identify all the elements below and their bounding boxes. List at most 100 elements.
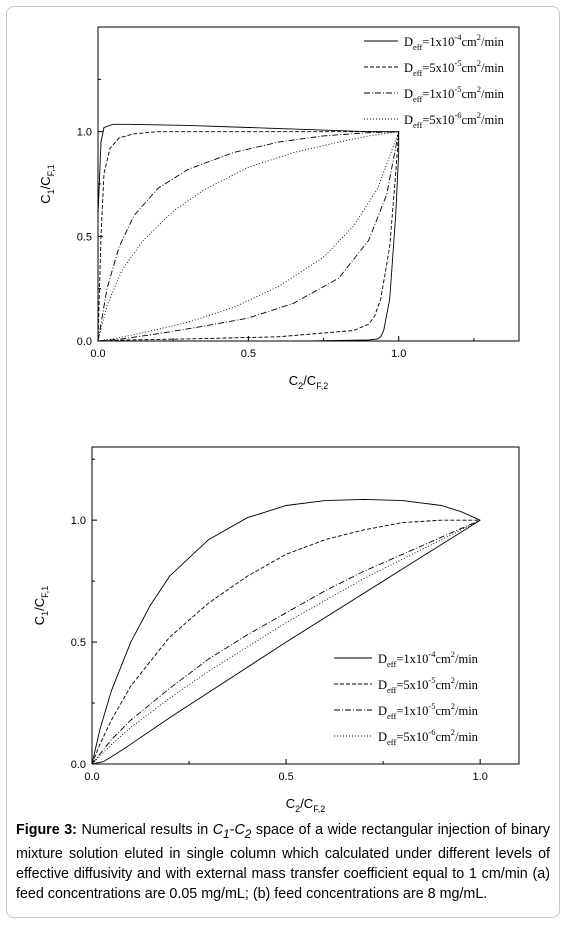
- chart-a-legend-label: Deff=1x10-4cm2/min: [404, 32, 505, 52]
- chart-a-legend-exp: -4: [454, 32, 462, 42]
- chart-a-xtick-label: 0.0: [90, 348, 105, 360]
- chart-b-legend-sub: eff: [387, 737, 396, 747]
- chart-a-legend-sub: eff: [413, 42, 422, 52]
- chart-a-ytick-label: 0.0: [77, 336, 92, 348]
- chart-a-series-dotted: [97, 131, 400, 342]
- chart-a: 0.0 0.5 1.00.00.51.0C2/CF,2C1/CF,1Deff=1x1…: [38, 26, 520, 391]
- chart-b-xlabel-s1: 2: [295, 804, 300, 814]
- chart-b-legend-uexp: 2: [451, 701, 455, 711]
- chart-b-legend-sub: eff: [387, 711, 396, 721]
- chart-b-legend-tail: /min: [455, 730, 479, 744]
- chart-b-ylabel: C1/CF,1: [32, 586, 50, 625]
- chart-a-plot-frame: [97, 26, 520, 342]
- chart-b-legend-tail: /min: [455, 678, 479, 692]
- chart-a-ylabel-c: C: [38, 194, 53, 203]
- chart-a-ylabel-slash: /C: [38, 176, 53, 189]
- chart-a-xlabel: C2/CF,2: [289, 373, 328, 391]
- caption-c2: C: [234, 822, 245, 838]
- chart-a-legend-tail: /min: [481, 113, 505, 127]
- chart-a-legend-tail: /min: [481, 87, 505, 101]
- chart-a-xlabel-s1: 2: [298, 381, 303, 391]
- chart-a-legend-d: D: [404, 113, 413, 127]
- chart-a-legend-sub: eff: [413, 94, 422, 104]
- chart-a-legend-uexp: 2: [477, 84, 481, 94]
- chart-a-legend-eq: =5x10: [422, 113, 454, 127]
- caption-dash: -: [229, 822, 235, 838]
- chart-a-legend-exp: -5: [454, 58, 461, 68]
- chart-b-xlabel-s2: F,2: [313, 804, 325, 814]
- chart-b-legend-uexp: 2: [451, 675, 455, 685]
- chart-b-xlabel-c: C: [286, 796, 295, 811]
- chart-a-legend-d: D: [404, 35, 413, 49]
- chart-a-legend: Deff=1x10-4cm2/minDeff=5x10-5cm2/minDeff…: [364, 32, 505, 130]
- chart-b-xlabel-slash: /C: [300, 796, 313, 811]
- chart-a-legend-eq: =5x10: [422, 61, 454, 75]
- chart-a-series-dashed: [97, 131, 400, 342]
- chart-b-legend-exp: -5: [428, 701, 435, 711]
- chart-b-legend-sub: eff: [387, 685, 396, 695]
- chart-b-legend-eq: =1x10: [396, 704, 428, 718]
- chart-b-series-dashed: [91, 519, 481, 765]
- chart-a-legend-sub: eff: [413, 68, 422, 78]
- chart-b: 0.0 0.5 1.00.00.51.0C2/CF,2C1/CF,1Deff=1x1…: [32, 446, 520, 814]
- chart-b-series-solid-lower: [91, 519, 481, 765]
- chart-b-legend-exp: -6: [428, 727, 435, 737]
- chart-a-legend-eq: =1x10: [422, 35, 454, 49]
- chart-a-legend-tail: /min: [481, 35, 505, 49]
- caption-s1: 1: [223, 826, 230, 841]
- chart-b-ylabel-s1: 1: [40, 611, 50, 616]
- chart-b-legend-d: D: [378, 678, 387, 692]
- chart-b-ytick-label: 0.0: [71, 759, 86, 771]
- chart-b-legend-sub: eff: [387, 659, 396, 669]
- chart-a-ylabel-s2: F,1: [46, 164, 56, 176]
- chart-b-legend-eq: =5x10: [396, 730, 428, 744]
- chart-a-legend-exp: -6: [454, 110, 461, 120]
- chart-a-legend-eq: =1x10: [422, 87, 454, 101]
- caption-s2: 2: [244, 826, 252, 841]
- chart-b-series-solid: [91, 498, 481, 765]
- chart-b-ytick-label: 0.5: [71, 637, 86, 649]
- chart-b-legend-exp: -4: [428, 649, 436, 659]
- caption-text-1: Numerical results in: [76, 822, 213, 838]
- chart-a-legend-unit: cm: [461, 113, 477, 127]
- chart-b-series-dashdot: [91, 519, 481, 765]
- chart-a-legend-uexp: 2: [477, 110, 481, 120]
- chart-a-series-solid: [97, 123, 400, 342]
- chart-a-legend-d: D: [404, 87, 413, 101]
- chart-a-legend-uexp: 2: [477, 58, 481, 68]
- chart-a-legend-label: Deff=5x10-6cm2/min: [404, 110, 505, 130]
- chart-b-legend-label: Deff=1x10-4cm2/min: [378, 649, 479, 669]
- chart-a-ylabel: C1/CF,1: [38, 164, 56, 203]
- caption-text-2: space of a wide rectangular injection of…: [16, 822, 550, 902]
- chart-a-xlabel-c: C: [289, 373, 298, 388]
- chart-a-xtick-label: 1.0: [391, 348, 406, 360]
- chart-a-xtick-label: 0.5: [241, 348, 256, 360]
- chart-b-legend-exp: -5: [428, 675, 435, 685]
- chart-a-legend-unit: cm: [461, 35, 477, 49]
- chart-a-legend-tail: /min: [481, 61, 505, 75]
- chart-a-xlabel-slash: /C: [303, 373, 316, 388]
- chart-a-xlabel-s2: F,2: [316, 381, 328, 391]
- caption-c1: C: [212, 822, 224, 838]
- chart-b-legend-label: Deff=5x10-6cm2/min: [378, 727, 479, 747]
- chart-a-legend-uexp: 2: [477, 32, 481, 42]
- figure-caption: Figure 3: Numerical results in C1-C2 spa…: [16, 820, 550, 904]
- chart-b-legend-uexp: 2: [451, 727, 455, 737]
- chart-b-legend-d: D: [378, 704, 387, 718]
- chart-b-legend-eq: =5x10: [396, 678, 428, 692]
- chart-b-legend-unit: cm: [435, 678, 451, 692]
- chart-a-legend-label: Deff=5x10-5cm2/min: [404, 58, 505, 78]
- chart-b-legend: Deff=1x10-4cm2/minDeff=5x10-5cm2/minDeff…: [334, 649, 479, 747]
- chart-a-legend-unit: cm: [461, 61, 477, 75]
- chart-b-ylabel-slash: /C: [32, 598, 47, 611]
- chart-b-legend-d: D: [378, 730, 387, 744]
- chart-b-legend-unit: cm: [435, 704, 451, 718]
- chart-a-legend-d: D: [404, 61, 413, 75]
- chart-a-legend-exp: -5: [454, 84, 461, 94]
- chart-a-ylabel-s1: 1: [46, 189, 56, 194]
- chart-b-legend-eq: =1x10: [396, 652, 428, 666]
- chart-a-legend-sub: eff: [413, 120, 422, 130]
- chart-b-legend-tail: /min: [455, 652, 479, 666]
- chart-b-ytick-label: 1.0: [71, 515, 86, 527]
- chart-a-ytick-label: 0.5: [77, 231, 92, 243]
